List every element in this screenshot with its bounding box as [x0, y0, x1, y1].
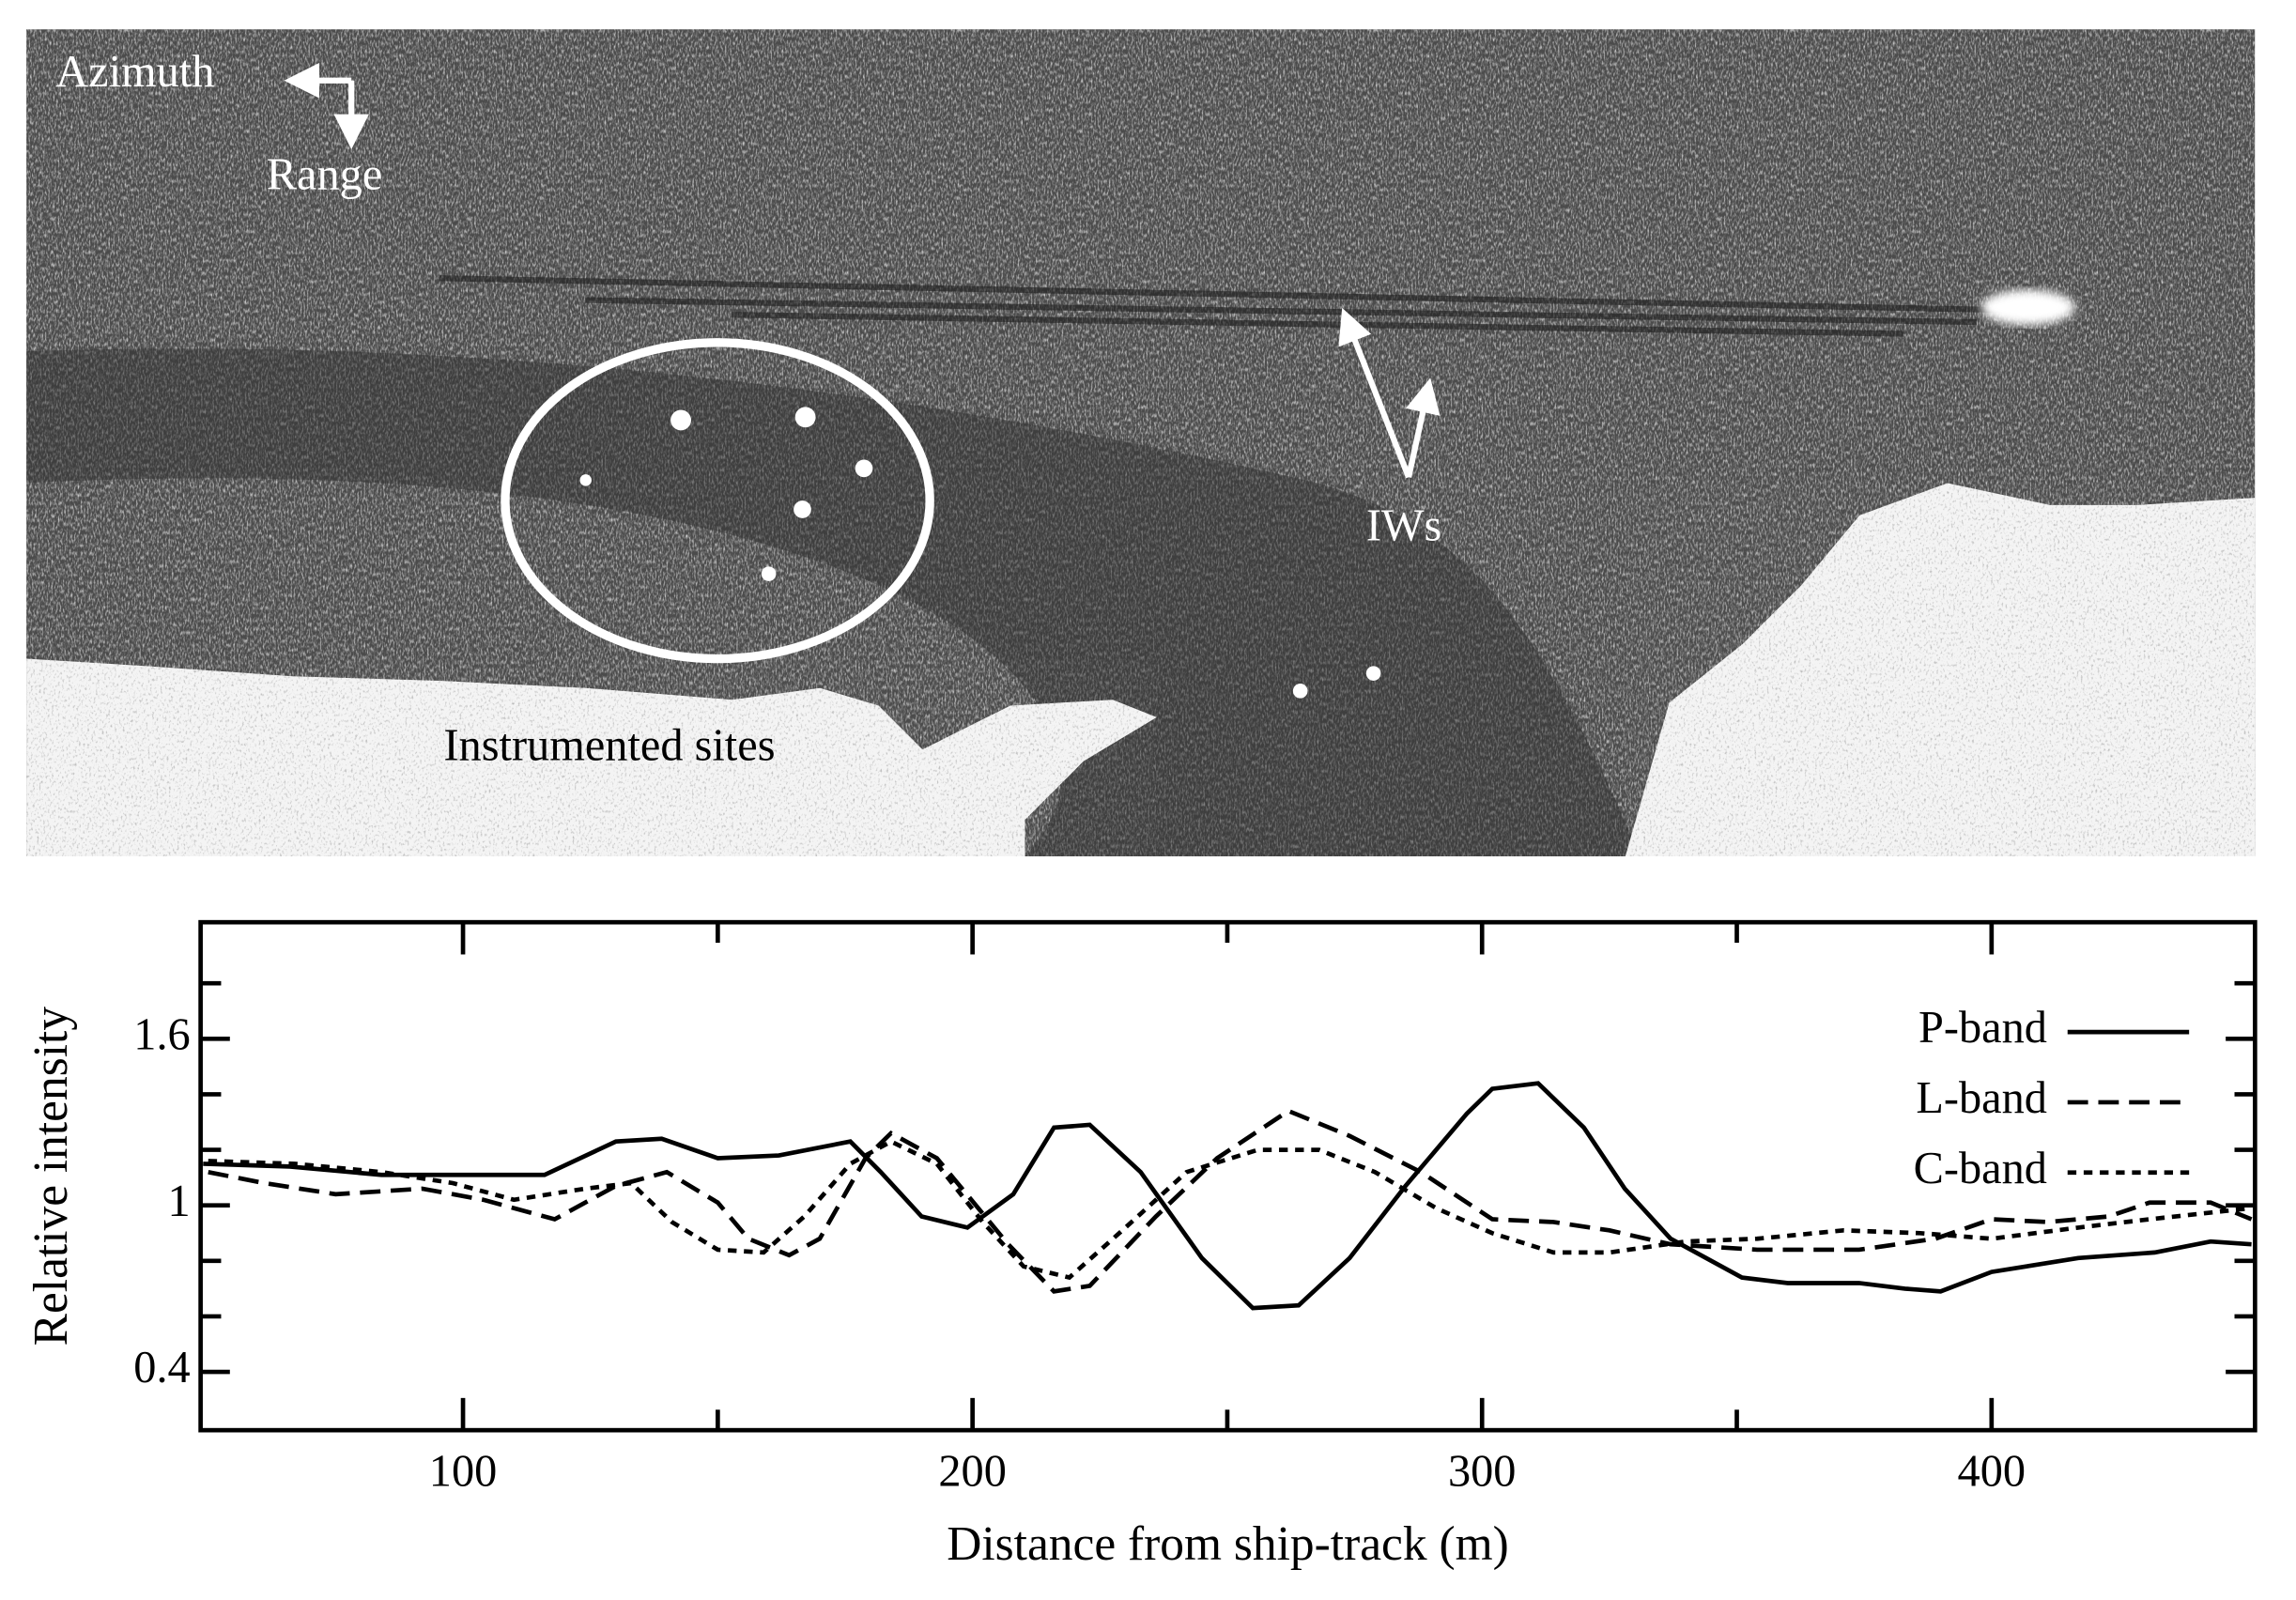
sar-image: Azimuth Range IWs Instrumented sites	[26, 29, 2256, 857]
line-chart: 100 200 300 400 0.4 1 1.6 Distance from ship-tr…	[24, 919, 2257, 1571]
sites-label: Instrumented sites	[443, 720, 775, 770]
x-axis-label: Distance from ship-track (m)	[947, 1517, 1509, 1571]
legend-label: C-band	[1914, 1144, 2047, 1193]
legend-label: P-band	[1918, 1003, 2047, 1053]
land-texture	[1625, 483, 2256, 857]
y-tick-label: 0.4	[133, 1343, 190, 1392]
iws-label: IWs	[1366, 500, 1442, 550]
data-line	[208, 1108, 2253, 1294]
x-tick-label: 400	[1958, 1447, 2026, 1497]
legend-label: L-band	[1916, 1073, 2047, 1123]
instrument-dots	[579, 407, 1381, 699]
land-texture	[26, 658, 1157, 857]
y-axis-label: Relative intensity	[24, 1007, 78, 1346]
data-line	[203, 1081, 2252, 1311]
azimuth-label: Azimuth	[55, 47, 214, 97]
iw-arrow	[1405, 377, 1441, 478]
x-tick-label: 100	[429, 1447, 498, 1497]
range-label: Range	[267, 149, 382, 199]
y-tick-label: 1	[168, 1177, 191, 1226]
dark-region	[26, 348, 1641, 857]
ship	[1980, 289, 2075, 326]
data-line	[208, 1139, 2252, 1281]
x-tick-label: 200	[938, 1447, 1007, 1497]
x-tick-label: 300	[1448, 1447, 1517, 1497]
wake-streaks	[439, 275, 2021, 337]
y-tick-label: 1.6	[133, 1009, 190, 1059]
sites-ellipse	[501, 338, 934, 664]
iw-arrow	[1338, 307, 1411, 479]
